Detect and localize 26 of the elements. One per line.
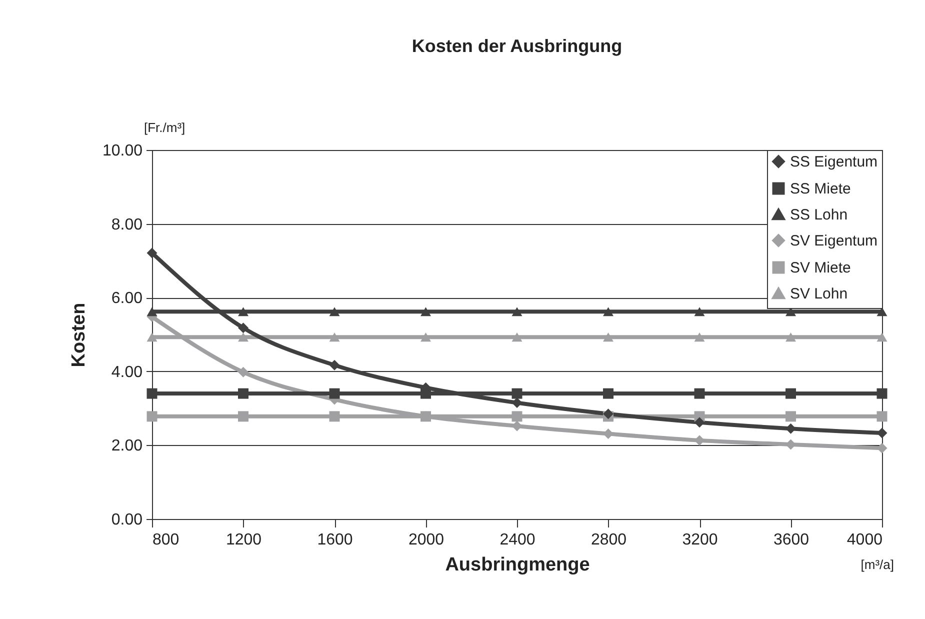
x-tick-label: 3200 <box>682 532 718 548</box>
x-tick-label: 3600 <box>773 532 810 548</box>
x-tick-label: 4000 <box>846 532 883 548</box>
y-axis-title: Kosten <box>68 302 90 368</box>
legend-label: SV Miete <box>790 260 851 276</box>
y-tick-label: 8.00 <box>111 216 143 234</box>
y-tick-label: 10.00 <box>102 142 143 160</box>
x-axis-title: Ausbringmenge <box>445 554 590 576</box>
x-tick-label: 2800 <box>590 532 627 548</box>
text: [m³/a] <box>860 557 894 572</box>
legend-label: SV Lohn <box>790 286 848 302</box>
y-tick-label: 2.00 <box>111 438 143 455</box>
x-tick-label: 800 <box>152 532 180 548</box>
x-tick-label: 2000 <box>408 532 444 548</box>
legend-label: SS Eigentum <box>790 154 878 170</box>
y-tick-label: 6.00 <box>111 290 143 308</box>
legend-label: SS Miete <box>790 180 851 198</box>
x-tick-label: 2400 <box>500 532 536 548</box>
chart-title: Kosten der Ausbringung <box>412 36 622 56</box>
text: [Fr./m³] <box>144 120 186 135</box>
legend-label: SS Lohn <box>790 206 848 224</box>
legend-label: SV Eigentum <box>790 232 878 250</box>
x-tick-label: 1600 <box>317 532 353 548</box>
x-tick-label: 1200 <box>226 532 262 548</box>
y-tick-label: 4.00 <box>111 364 143 381</box>
y-tick-label: 0.00 <box>111 512 143 528</box>
